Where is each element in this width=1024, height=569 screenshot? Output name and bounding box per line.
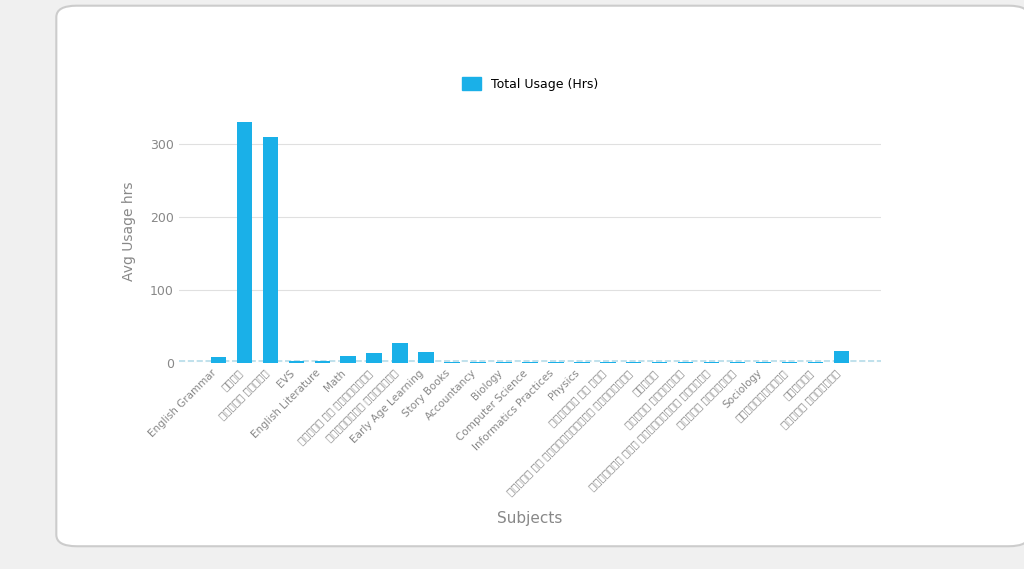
Bar [756,362,771,363]
Bar [834,351,849,363]
Bar [314,361,330,363]
Bar [703,362,719,363]
Bar [392,343,408,363]
Bar [497,362,512,363]
Bar [211,357,226,363]
Bar [652,362,668,363]
Bar [237,122,252,363]
Bar [548,362,563,363]
Bar [781,362,798,363]
Bar [626,362,641,363]
Bar [730,362,745,363]
Bar [522,362,538,363]
Bar [574,362,590,363]
Bar [470,362,485,363]
Bar [341,356,356,363]
Bar [289,361,304,363]
Bar [262,137,279,363]
Bar [444,362,460,363]
Bar [367,353,382,363]
X-axis label: Subjects: Subjects [498,510,562,526]
Bar [678,362,693,363]
Bar [419,352,434,363]
Bar [808,362,823,363]
Y-axis label: Avg Usage hrs: Avg Usage hrs [122,182,136,282]
FancyBboxPatch shape [56,6,1024,546]
Legend: Total Usage (Hrs): Total Usage (Hrs) [457,72,603,96]
Bar [600,362,615,363]
